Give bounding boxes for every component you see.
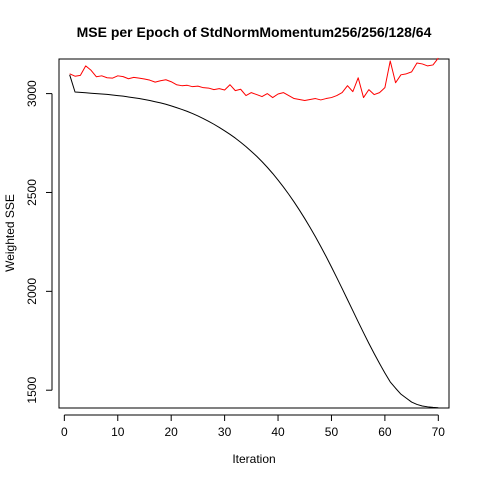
x-tick-label: 50 — [325, 425, 339, 439]
x-tick-label: 0 — [61, 425, 68, 439]
y-tick-label: 2000 — [25, 278, 39, 305]
x-tick-label: 10 — [111, 425, 125, 439]
y-tick-label: 1500 — [25, 377, 39, 404]
series-line-2 — [69, 57, 439, 102]
x-tick-label: 60 — [378, 425, 392, 439]
chart-title: MSE per Epoch of StdNormMomentum256/256/… — [77, 24, 432, 40]
y-tick-label: 3000 — [25, 80, 39, 107]
series-layer — [69, 57, 439, 409]
y-axis-label: Weighted SSE — [3, 194, 17, 272]
x-tick-label: 20 — [165, 425, 179, 439]
y-tick-label: 2500 — [25, 179, 39, 206]
y-axis: 1500 2000 2500 3000 — [25, 80, 53, 404]
x-axis-label: Iteration — [232, 452, 275, 466]
series-line-1 — [69, 74, 439, 409]
x-tick-label: 70 — [432, 425, 446, 439]
x-tick-label: 40 — [271, 425, 285, 439]
x-axis: 0 10 20 30 40 50 60 70 — [61, 414, 446, 439]
plot-frame — [58, 58, 450, 409]
x-tick-label: 30 — [218, 425, 232, 439]
